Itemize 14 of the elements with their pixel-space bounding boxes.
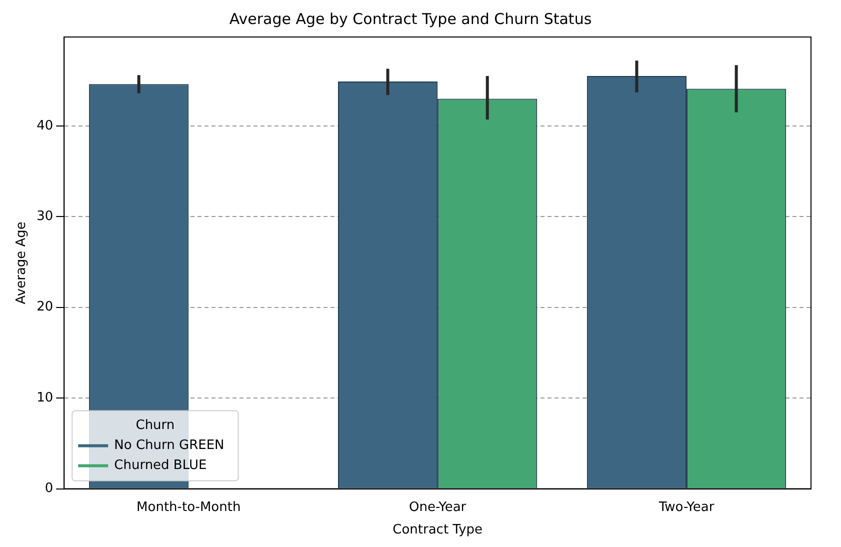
- y-tick-label: 0: [44, 481, 54, 496]
- y-tick-label: 30: [36, 209, 54, 224]
- x-tick-label: Two-Year: [658, 500, 715, 515]
- legend-label: Churned BLUE: [114, 458, 207, 474]
- chart-title: Average Age by Contract Type and Churn Status: [229, 10, 592, 28]
- y-tick-label: 20: [36, 300, 54, 315]
- y-tick-label: 10: [36, 390, 54, 406]
- x-axis-title: Contract Type: [392, 522, 483, 538]
- y-tick-label: 40: [36, 118, 54, 134]
- x-tick-label: One-Year: [408, 500, 467, 515]
- y-axis-title: Average Age: [14, 222, 30, 304]
- legend-title: Churn: [136, 418, 175, 434]
- legend-label: No Churn GREEN: [114, 438, 224, 454]
- x-tick-label: Month-to-Month: [136, 500, 241, 515]
